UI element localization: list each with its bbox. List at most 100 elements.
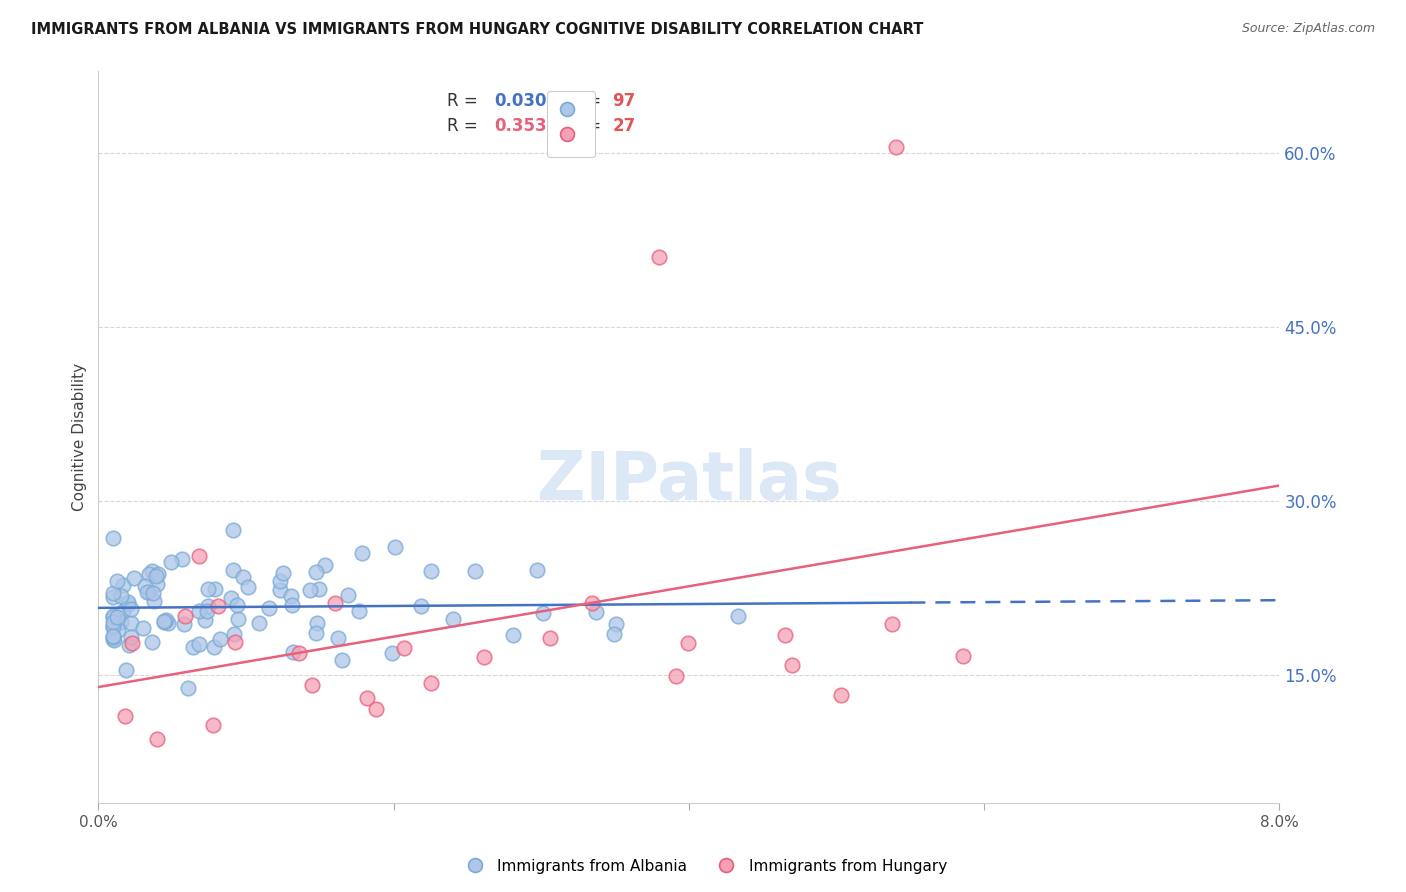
Point: [117, 597, 139, 611]
Point: [314, 558, 336, 572]
Point: [409, 599, 432, 614]
Point: [114, 708, 136, 723]
Text: Source: ZipAtlas.com: Source: ZipAtlas.com: [1241, 22, 1375, 36]
Point: [117, 638, 139, 652]
Point: [146, 566, 169, 581]
Point: [394, 640, 416, 655]
Legend: , : ,: [547, 91, 595, 157]
Point: [336, 588, 359, 602]
Point: [103, 615, 125, 629]
Point: [676, 635, 699, 649]
Point: [103, 610, 125, 624]
Point: [195, 604, 218, 618]
Point: [141, 635, 163, 649]
Point: [330, 653, 353, 667]
Point: [464, 564, 486, 578]
Point: [347, 604, 370, 618]
Point: [121, 636, 143, 650]
Point: [145, 731, 167, 746]
Point: [882, 616, 904, 631]
Point: [301, 678, 323, 692]
Point: [170, 552, 193, 566]
Point: [226, 612, 249, 626]
Point: [103, 531, 125, 545]
Point: [288, 646, 311, 660]
Point: [103, 620, 125, 634]
Point: [474, 650, 496, 665]
Point: [381, 646, 404, 660]
Point: [298, 582, 321, 597]
Point: [305, 565, 328, 579]
Point: [727, 608, 749, 623]
Text: 27: 27: [612, 117, 636, 136]
Point: [174, 609, 197, 624]
Point: [202, 718, 225, 732]
Point: [305, 615, 328, 630]
Point: [112, 604, 135, 618]
Point: [269, 574, 291, 588]
Point: [420, 675, 443, 690]
Point: [224, 627, 246, 641]
Point: [155, 613, 177, 627]
Point: [830, 689, 852, 703]
Text: 0.353: 0.353: [494, 117, 547, 136]
Text: IMMIGRANTS FROM ALBANIA VS IMMIGRANTS FROM HUNGARY COGNITIVE DISABILITY CORRELAT: IMMIGRANTS FROM ALBANIA VS IMMIGRANTS FR…: [31, 22, 924, 37]
Point: [308, 582, 330, 596]
Point: [280, 589, 302, 603]
Point: [188, 604, 211, 618]
Point: [384, 541, 406, 555]
Point: [441, 612, 464, 626]
Point: [120, 602, 142, 616]
Point: [197, 599, 219, 614]
Point: [120, 615, 142, 630]
Point: [103, 618, 125, 632]
Point: [531, 606, 554, 620]
Point: [103, 586, 125, 600]
Text: 0.030: 0.030: [494, 92, 547, 110]
Point: [305, 626, 328, 640]
Point: [103, 629, 125, 643]
Point: [269, 582, 291, 597]
Point: [156, 615, 179, 630]
Point: [326, 631, 349, 645]
Text: R =: R =: [447, 117, 482, 136]
Point: [222, 564, 245, 578]
Point: [103, 609, 125, 624]
Point: [366, 702, 388, 716]
Point: [105, 574, 128, 588]
Point: [352, 546, 374, 560]
Point: [177, 681, 200, 696]
Point: [131, 621, 153, 635]
Point: [103, 632, 125, 646]
Point: [142, 594, 165, 608]
Y-axis label: Cognitive Disability: Cognitive Disability: [72, 363, 87, 511]
Point: [356, 691, 378, 706]
Point: [173, 616, 195, 631]
Point: [134, 579, 156, 593]
Point: [232, 569, 254, 583]
Point: [224, 634, 246, 648]
Point: [138, 567, 160, 582]
Point: [160, 555, 183, 569]
Point: [112, 578, 135, 592]
Point: [122, 571, 145, 585]
Point: [884, 140, 907, 154]
Point: [197, 582, 219, 596]
Point: [103, 630, 125, 644]
Point: [103, 633, 125, 648]
Point: [280, 598, 302, 612]
Legend: Immigrants from Albania, Immigrants from Hungary: Immigrants from Albania, Immigrants from…: [453, 853, 953, 880]
Text: N =: N =: [560, 92, 606, 110]
Text: 97: 97: [612, 92, 636, 110]
Point: [419, 564, 441, 578]
Point: [141, 565, 163, 579]
Point: [145, 577, 167, 591]
Point: [323, 596, 346, 610]
Point: [782, 658, 804, 673]
Point: [222, 523, 245, 537]
Point: [120, 630, 142, 644]
Point: [526, 564, 548, 578]
Point: [502, 627, 524, 641]
Point: [281, 645, 304, 659]
Point: [138, 584, 160, 599]
